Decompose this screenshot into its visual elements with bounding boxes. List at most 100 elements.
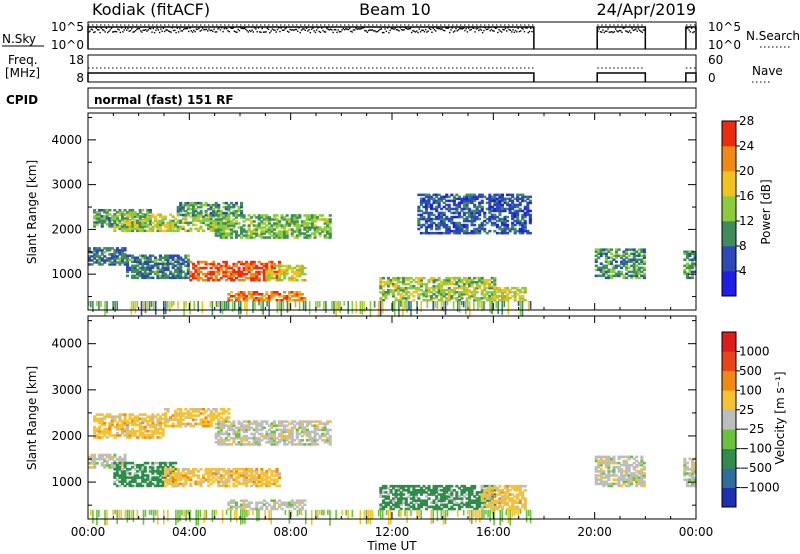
echo-cell <box>475 215 479 219</box>
echo-cell <box>620 270 624 274</box>
echo-cell <box>419 193 423 197</box>
echo-cell <box>174 412 178 415</box>
echo-cell <box>131 274 135 278</box>
echo-cell <box>156 225 160 229</box>
echo-cell <box>685 276 689 280</box>
echo-cell <box>460 229 464 233</box>
echo-cell <box>138 421 142 425</box>
echo-cell <box>452 207 456 211</box>
echo-cell <box>475 280 479 284</box>
echo-cell <box>290 443 294 446</box>
echo-cell <box>100 257 104 260</box>
echo-cell <box>232 505 236 509</box>
echo-cell <box>103 434 107 437</box>
nsky-point <box>451 27 453 29</box>
echo-cell <box>174 414 178 417</box>
echo-cell <box>184 272 188 276</box>
echo-cell <box>457 284 461 288</box>
echo-cell <box>222 272 226 276</box>
echo-cell <box>518 193 522 197</box>
nsky-point <box>644 29 646 31</box>
echo-cell <box>161 229 165 233</box>
echo-cell <box>460 286 464 290</box>
nsky-label: N.Sky <box>2 32 36 46</box>
echo-cell <box>143 266 147 270</box>
echo-cell <box>422 295 426 298</box>
echo-cell <box>88 462 92 465</box>
echo-cell <box>136 423 140 427</box>
echo-cell <box>242 230 246 233</box>
echo-cell <box>202 474 206 477</box>
nsky-point <box>445 27 447 29</box>
echo-cell <box>204 219 208 223</box>
echo-cell <box>442 295 446 298</box>
nsky-point <box>608 31 610 33</box>
echo-cell <box>430 195 434 199</box>
echo-cell <box>508 291 512 294</box>
echo-cell <box>247 236 251 239</box>
echo-cell <box>186 268 190 272</box>
echo-cell <box>267 276 271 280</box>
echo-cell <box>303 226 307 229</box>
echo-cell <box>511 217 515 221</box>
echo-cell <box>265 270 269 274</box>
echo-cell <box>275 507 279 511</box>
echo-cell <box>637 266 641 270</box>
echo-cell <box>237 207 241 211</box>
echo-cell <box>174 225 178 229</box>
echo-cell <box>300 439 304 442</box>
echo-cell <box>242 501 246 505</box>
echo-cell <box>255 472 259 475</box>
echo-cell <box>164 424 168 428</box>
echo-cell <box>318 234 322 237</box>
echo-cell <box>683 272 687 276</box>
echo-cell <box>209 207 213 211</box>
echo-cell <box>164 480 168 484</box>
echo-cell <box>257 270 261 274</box>
echo-cell <box>328 234 332 237</box>
echo-cell <box>422 197 426 201</box>
echo-cell <box>123 427 127 431</box>
nsky-point <box>161 30 163 32</box>
clutter-cell <box>359 301 362 315</box>
echo-cell <box>607 262 611 265</box>
echo-cell <box>229 276 233 280</box>
echo-cell <box>219 468 223 471</box>
echo-cell <box>432 491 436 494</box>
echo-cell <box>450 282 454 286</box>
echo-cell <box>214 211 218 215</box>
echo-cell <box>295 234 299 237</box>
echo-cell <box>255 470 259 473</box>
echo-cell <box>257 422 261 425</box>
echo-cell <box>229 291 233 294</box>
echo-cell <box>470 195 474 199</box>
echo-cell <box>174 264 178 268</box>
echo-cell <box>298 432 302 436</box>
nsky-point <box>504 27 507 30</box>
echo-cell <box>161 272 165 276</box>
echo-cell <box>174 270 178 274</box>
echo-cell <box>280 230 284 233</box>
echo-cell <box>419 276 423 280</box>
echo-cell <box>412 286 416 290</box>
echo-cell <box>95 213 99 216</box>
echo-cell <box>219 236 223 239</box>
echo-cell <box>328 228 332 231</box>
echo-cell <box>88 251 92 254</box>
echo-cell <box>237 476 241 479</box>
nsky-point <box>250 30 252 33</box>
echo-cell <box>189 211 193 215</box>
echo-cell <box>270 234 274 237</box>
echo-cell <box>113 455 117 459</box>
echo-cell <box>257 224 261 227</box>
echo-cell <box>148 215 152 218</box>
echo-cell <box>202 260 206 264</box>
echo-cell <box>285 230 289 233</box>
echo-cell <box>688 258 692 261</box>
echo-cell <box>247 480 251 484</box>
echo-cell <box>209 418 213 421</box>
echo-cell <box>445 229 449 233</box>
echo-cell <box>599 270 603 274</box>
echo-cell <box>126 461 130 465</box>
echo-cell <box>417 289 421 292</box>
